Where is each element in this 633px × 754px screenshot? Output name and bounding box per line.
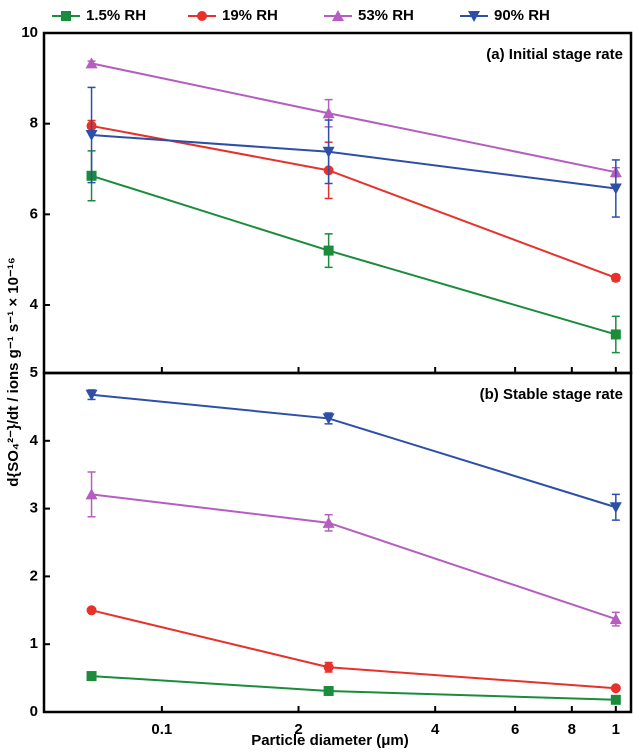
- plot-frame: [42, 371, 633, 714]
- plot-frame: [42, 31, 633, 375]
- series-line: [91, 393, 617, 509]
- y-tick-label: 4: [30, 296, 39, 313]
- x-tick-label: 8: [568, 721, 576, 738]
- legend-label: 90% RH: [494, 7, 550, 24]
- point: [609, 183, 622, 195]
- legend-marker: [61, 11, 71, 21]
- legend-marker: [197, 11, 207, 21]
- point: [609, 613, 622, 625]
- series-line: [91, 174, 617, 336]
- point: [85, 130, 98, 141]
- point: [86, 605, 97, 616]
- y-tick-label: 1: [30, 635, 38, 652]
- y-tick-label: 3: [30, 500, 38, 517]
- point: [322, 413, 335, 425]
- point: [85, 389, 98, 401]
- point: [86, 671, 97, 682]
- y-tick-label: 0: [30, 703, 38, 720]
- x-tick-label: 1: [612, 721, 620, 738]
- point: [322, 146, 335, 158]
- legend-label: 53% RH: [358, 7, 414, 24]
- point: [323, 245, 334, 256]
- x-tick-label: 4: [431, 721, 440, 738]
- series-line: [91, 493, 617, 621]
- point: [85, 488, 98, 500]
- panel-title: (b) Stable stage rate: [480, 386, 623, 403]
- y-tick-label: 2: [30, 567, 38, 584]
- point: [85, 57, 98, 69]
- y-tick-label: 8: [30, 115, 38, 132]
- point: [609, 502, 622, 514]
- y-tick-label: 6: [30, 205, 38, 222]
- point: [610, 272, 621, 283]
- x-axis-label: Particle diameter (μm): [251, 732, 409, 749]
- point: [323, 662, 334, 673]
- point: [322, 107, 335, 119]
- x-tick-label: 0.1: [151, 721, 172, 738]
- point: [610, 329, 621, 340]
- point: [610, 683, 621, 694]
- y-tick-label: 10: [21, 24, 38, 41]
- legend-label: 19% RH: [222, 7, 278, 24]
- x-tick-label: 2: [294, 721, 302, 738]
- legend-marker: [332, 10, 344, 21]
- y-tick-label: 5: [30, 364, 38, 381]
- point: [322, 516, 335, 528]
- legend-label: 1.5% RH: [86, 7, 146, 24]
- series-line: [91, 609, 616, 690]
- point: [610, 694, 621, 705]
- legend-marker: [468, 11, 480, 22]
- x-tick-label: 6: [511, 721, 519, 738]
- y-tick-label: 4: [30, 432, 39, 449]
- point: [323, 685, 334, 696]
- panel-title: (a) Initial stage rate: [486, 46, 623, 63]
- series-line: [91, 124, 617, 279]
- series-line: [91, 675, 616, 701]
- y-axis-label: d{SO₄²⁻}/dt / ions g⁻¹ s⁻¹ × 10⁻¹⁶: [5, 257, 22, 487]
